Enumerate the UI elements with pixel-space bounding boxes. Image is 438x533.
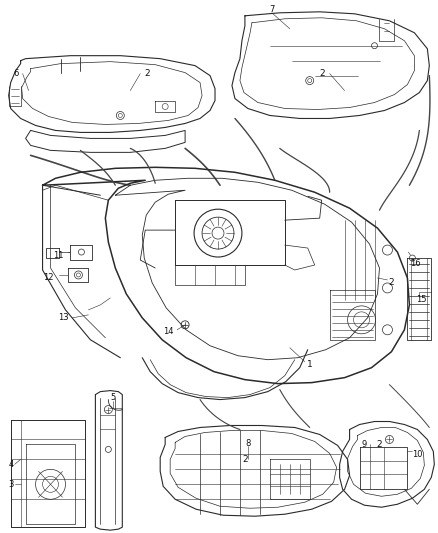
Text: 15: 15 [416, 295, 427, 304]
Text: 3: 3 [9, 480, 14, 489]
Text: 11: 11 [53, 251, 64, 260]
Text: 2: 2 [320, 69, 325, 78]
Text: 2: 2 [242, 455, 248, 464]
Text: 8: 8 [245, 439, 251, 448]
Text: 2: 2 [389, 278, 394, 287]
Text: 16: 16 [410, 259, 420, 268]
Text: 9: 9 [362, 440, 367, 449]
Text: 7: 7 [269, 5, 275, 14]
Text: 2: 2 [377, 440, 382, 449]
Text: 6: 6 [13, 69, 18, 78]
Text: 12: 12 [43, 273, 54, 282]
Text: 2: 2 [145, 69, 150, 78]
Text: 14: 14 [163, 327, 173, 336]
Text: 1: 1 [307, 360, 313, 369]
Text: 5: 5 [111, 393, 116, 402]
Text: 13: 13 [58, 313, 69, 322]
Text: 10: 10 [412, 450, 423, 459]
Text: 4: 4 [9, 460, 14, 469]
